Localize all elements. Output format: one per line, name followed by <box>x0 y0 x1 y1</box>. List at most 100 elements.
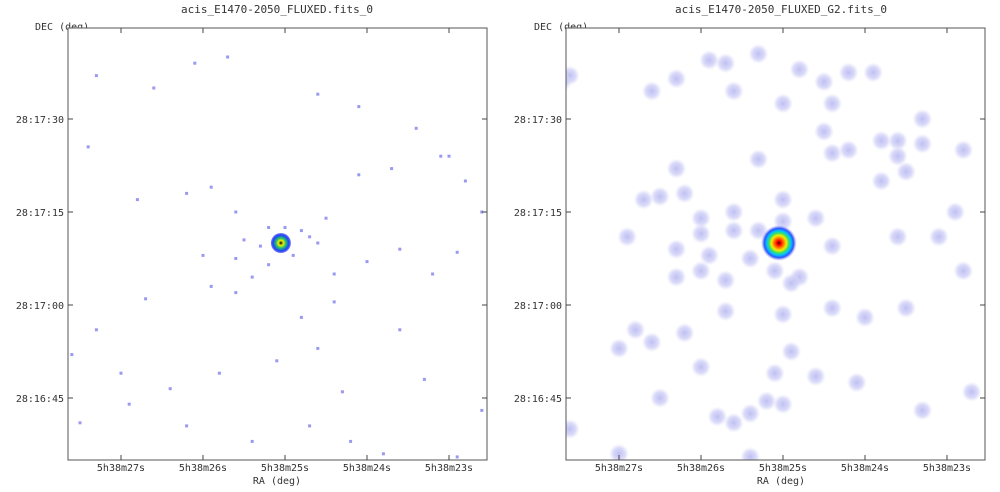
photon-event <box>789 59 810 80</box>
x-tick-label-2-2: 5h38m25s <box>759 463 807 474</box>
photon-event <box>822 236 843 257</box>
photon-event <box>480 210 484 214</box>
photon-event <box>912 400 933 421</box>
x-tick-2-3: 5h38m24s <box>841 28 889 474</box>
y-tick-2-3: 28:16:45 <box>514 394 985 405</box>
photon-event <box>822 143 843 164</box>
photon-event <box>70 353 74 357</box>
photon-event <box>78 421 82 425</box>
photon-event <box>855 307 875 328</box>
photon-event <box>299 229 303 233</box>
photon-event <box>666 239 687 260</box>
photon-event <box>291 253 295 257</box>
x-tick-label-1-4: 5h38m23s <box>425 463 473 474</box>
y-ticks-2: 28:17:30 28:17:15 28:17:00 28:16:45 <box>514 115 985 405</box>
photon-event <box>168 387 172 391</box>
photon-event <box>748 149 769 170</box>
photon-event <box>486 115 506 135</box>
x-tick-label-2-4: 5h38m23s <box>923 463 971 474</box>
photon-event <box>740 403 761 424</box>
photon-event <box>666 158 687 179</box>
image-layer-1 <box>29 55 508 459</box>
photon-event <box>674 183 695 204</box>
y-tick-2-0: 28:17:30 <box>514 115 985 126</box>
photon-event <box>332 300 336 304</box>
photon-event <box>185 191 189 195</box>
photon-event <box>566 71 572 92</box>
y-tick-1-3: 28:16:45 <box>16 394 487 405</box>
photon-event <box>691 208 711 229</box>
photon-event <box>398 328 402 332</box>
photon-event <box>666 68 687 89</box>
photon-event <box>838 140 859 160</box>
photon-event <box>641 332 662 353</box>
photon-event <box>29 136 32 139</box>
photon-event <box>62 65 65 68</box>
x-tick-1-3: 5h38m24s <box>343 28 391 474</box>
x-axis-label-1: RA (deg) <box>253 476 301 487</box>
plot-title-2: acis_E1470-2050_FLUXED_G2.fits_0 <box>675 3 887 16</box>
photon-event <box>193 61 197 65</box>
photon-event <box>463 179 467 183</box>
photon-event <box>357 105 361 109</box>
photon-event <box>740 248 761 269</box>
photon-event <box>723 81 744 102</box>
photon-event <box>748 43 769 64</box>
x-tick-2-0: 5h38m27s <box>595 28 643 474</box>
x-tick-1-1: 5h38m26s <box>179 28 227 474</box>
photon-event <box>781 341 802 362</box>
y-tick-label-1-3: 28:16:45 <box>16 394 64 405</box>
photon-event <box>609 338 629 359</box>
x-tick-2-1: 5h38m26s <box>677 28 725 474</box>
y-tick-label-1-2: 28:17:00 <box>16 301 64 312</box>
photon-event <box>641 81 662 102</box>
y-tick-label-2-3: 28:16:45 <box>514 394 562 405</box>
y-axis-label-1: DEC (deg) <box>35 22 89 33</box>
photon-event <box>566 419 580 439</box>
photon-event <box>650 186 670 207</box>
photon-event <box>489 192 492 195</box>
photon-event <box>455 455 459 459</box>
photon-event <box>781 273 802 294</box>
photon-event <box>316 92 320 96</box>
photon-event <box>398 247 402 251</box>
photon-event <box>863 62 884 83</box>
image-layer-2 <box>486 43 982 460</box>
photon-event <box>316 241 320 245</box>
photon-event <box>357 173 361 177</box>
photon-event <box>119 371 123 375</box>
photon-event <box>723 202 744 222</box>
photon-event <box>707 406 728 427</box>
x-ticks-2: 5h38m27s 5h38m26s 5h38m25s 5h38m24s 5h38… <box>595 28 971 474</box>
photon-event <box>283 226 287 229</box>
x-tick-1-4: 5h38m23s <box>425 28 473 474</box>
plot-frame-2-outline <box>565 27 986 461</box>
photon-event <box>822 93 843 114</box>
photon-event <box>267 263 271 267</box>
photon-event <box>209 185 213 189</box>
photon-event <box>814 71 834 92</box>
photon-event <box>267 226 271 229</box>
photon-event <box>234 257 238 260</box>
photon-event <box>505 211 508 214</box>
photon-event <box>390 167 394 171</box>
photon-event <box>308 424 312 428</box>
photon-event <box>953 140 974 160</box>
photon-event <box>135 198 139 202</box>
photon-event <box>439 154 443 158</box>
photon-event <box>625 319 646 340</box>
photon-event <box>773 394 793 415</box>
photon-event <box>715 270 736 291</box>
photon-event <box>209 284 213 288</box>
photon-event <box>455 250 459 254</box>
x-tick-1-0: 5h38m27s <box>97 28 145 474</box>
photon-event <box>447 154 451 158</box>
photon-event <box>764 260 785 281</box>
photon-event <box>699 245 720 266</box>
photon-event <box>814 121 834 142</box>
photon-event <box>201 253 205 257</box>
photon-event <box>691 260 711 281</box>
photon-event <box>217 371 221 375</box>
photon-event <box>773 93 793 114</box>
